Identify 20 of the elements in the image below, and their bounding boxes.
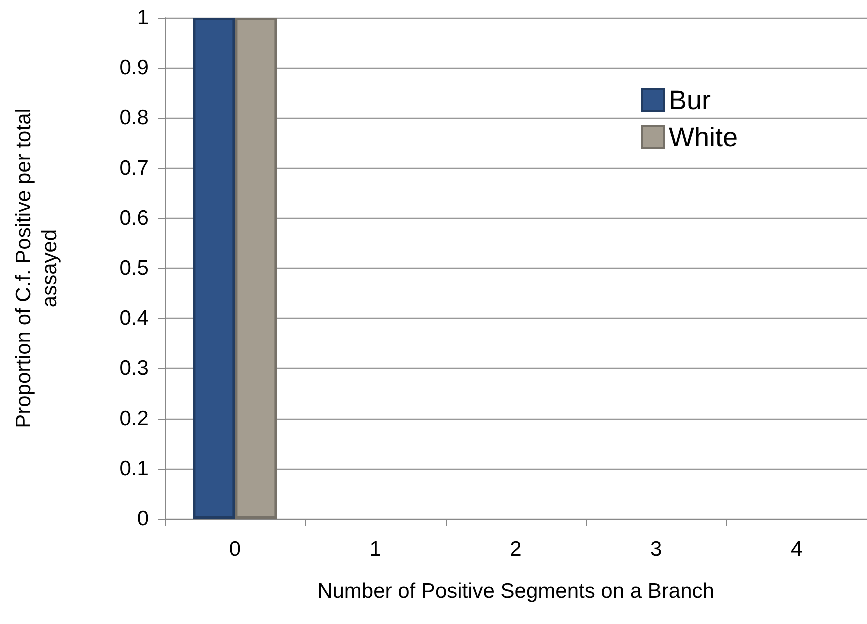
x-tick-label: 0 [229, 538, 242, 561]
y-tick-label: 0.7 [120, 156, 149, 180]
legend-label: Bur [669, 86, 712, 116]
y-tick-label: 0.6 [120, 206, 149, 230]
y-tick-label: 0.9 [120, 56, 149, 80]
y-tick-label: 1 [137, 6, 149, 30]
legend-label: White [669, 122, 738, 152]
x-tick-label: 1 [370, 538, 382, 561]
x-axis-title: Number of Positive Segments on a Branch [318, 580, 714, 603]
y-tick-label: 0.4 [120, 307, 150, 330]
y-tick-label: 0.5 [120, 257, 149, 280]
y-tick-label: 0.2 [120, 407, 149, 430]
y-tick-label: 0 [137, 508, 149, 530]
y-axis-title: Proportion of C.f. Positive per total assayed [12, 108, 62, 428]
y-tick-label: 0.8 [120, 106, 149, 130]
x-tick-label: 2 [510, 538, 522, 561]
x-tick-label: 4 [790, 538, 803, 561]
y-tick-label: 0.3 [120, 357, 149, 380]
x-tick-label: 3 [650, 538, 662, 561]
y-tick-label: 0.1 [120, 457, 149, 480]
